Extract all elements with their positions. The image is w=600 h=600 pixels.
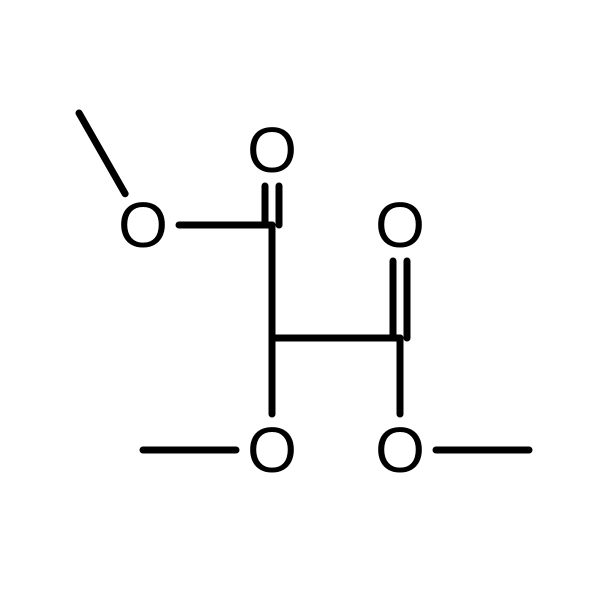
atom-label-O2: O [247,114,297,186]
bond [79,113,125,194]
molecule-diagram: O O O O O [0,0,600,600]
atom-label-O1: O [118,189,168,261]
atom-label-O4: O [247,414,297,486]
atom-label-O5: O [375,414,425,486]
atom-label-O3: O [375,189,425,261]
